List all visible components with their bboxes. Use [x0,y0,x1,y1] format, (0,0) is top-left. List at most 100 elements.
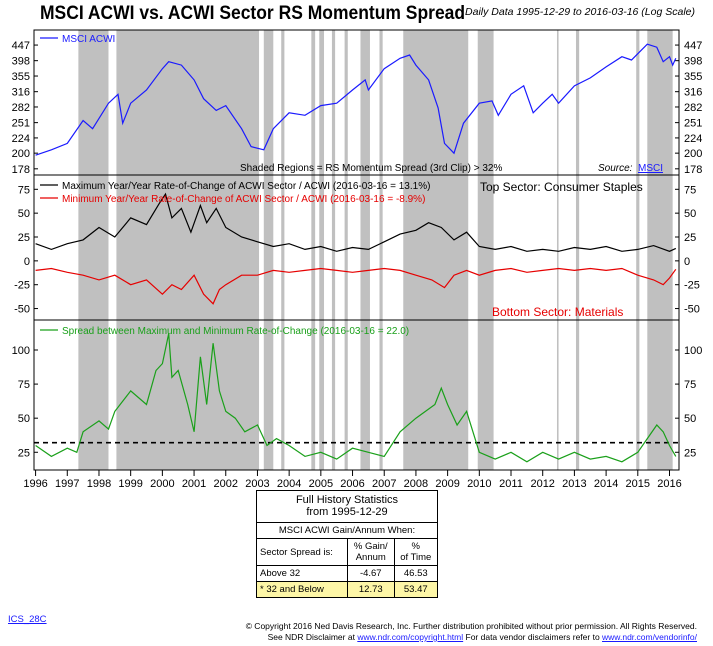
y-tick-label: 224 [684,133,702,145]
y-tick-label: 100 [12,345,30,357]
y-tick-label: 447 [12,40,30,52]
copyright-link[interactable]: www.ndr.com/copyright.html [357,632,464,642]
shaded-region [344,30,348,470]
copyright-text: © Copyright 2016 Ned Davis Research, Inc… [245,621,697,631]
y-tick-label: 251 [12,118,30,130]
stats-row-highlight: * 32 and Below 12.73 53.47 [257,581,437,597]
y-tick-label: 282 [12,102,30,114]
x-tick-label: 2009 [435,478,459,490]
y-tick-label: 75 [684,379,696,391]
y-tick-label: 355 [12,71,30,83]
y-tick-label: 75 [18,184,30,196]
x-tick-label: 2016 [657,478,681,490]
bottom-sector-label: Bottom Sector: Materials [492,305,623,319]
y-tick-label: 398 [684,56,702,68]
x-tick-label: 2007 [372,478,396,490]
y-tick-label: 75 [18,379,30,391]
shaded-region [263,30,274,470]
shaded-region [281,30,285,470]
shaded-region [575,30,580,470]
source-link: MSCI [638,163,663,174]
y-tick-label: 50 [18,208,30,220]
y-tick-label: 25 [18,447,30,459]
stats-heading: Full History Statistics [295,494,399,506]
stats-grid: Sector Spread is: % Gain/Annum % of Time … [257,539,437,597]
shaded-region [116,30,260,470]
stats-row-time: 46.53 [393,565,437,582]
y-tick-label: 355 [684,71,702,83]
stats-col-spread: Sector Spread is: [257,539,349,566]
y-tick-label: 0 [684,256,690,268]
y-tick-label: 75 [684,184,696,196]
stats-row-gain: -4.67 [347,565,395,582]
x-tick-label: 2011 [499,478,523,490]
y-tick-label: 0 [24,256,30,268]
disclaimer-text: See NDR Disclaimer at www.ndr.com/copyri… [267,632,697,642]
panel-frame [33,319,680,471]
source-label: Source: [598,163,633,174]
x-tick-label: 2002 [214,478,238,490]
y-tick-label: 282 [684,102,702,114]
y-tick-label: -25 [684,280,700,292]
y-tick-label: 50 [684,413,696,425]
x-tick-label: 2010 [467,478,491,490]
y-tick-label: 25 [18,232,30,244]
shaded-region [319,30,325,470]
x-tick-label: 2004 [277,478,301,490]
y-tick-label: 25 [684,232,696,244]
y-tick-label: 224 [12,133,30,145]
shaded-region [311,30,316,470]
x-tick-label: 2015 [626,478,650,490]
stats-subheading: from 1995-12-29 [257,506,437,523]
stats-row-time: 53.47 [393,581,437,597]
y-tick-label: -50 [684,304,700,316]
x-tick-label: 1996 [23,478,47,490]
chart-code-link[interactable]: ICS_28C [8,614,47,625]
stats-row-gain: 12.73 [347,581,395,597]
y-tick-label: 316 [12,87,30,99]
series-line [35,192,677,252]
top-sector-label: Top Sector: Consumer Staples [480,180,643,194]
y-tick-label: 178 [684,164,702,176]
y-tick-label: 251 [684,118,702,130]
stats-col-gain: % Gain/Annum [347,539,395,566]
y-tick-label: -25 [14,280,30,292]
shaded-region [403,30,469,470]
vendorinfo-link[interactable]: www.ndr.com/vendorinfo/ [602,632,697,642]
legend-label: Spread between Maximum and Minimum Rate-… [62,326,409,337]
stats-header-row: Sector Spread is: % Gain/Annum % of Time [257,539,437,566]
chart-subtitle: Daily Data 1995-12-29 to 2016-03-16 (Log… [465,6,695,18]
x-tick-label: 2012 [530,478,554,490]
x-tick-label: 2001 [182,478,206,490]
y-tick-label: 25 [684,447,696,459]
shaded-region [647,30,673,470]
y-tick-label: -50 [14,304,30,316]
stats-col-time: % of Time [393,539,437,566]
stats-row-label: Above 32 [257,565,349,582]
stats-row-label: * 32 and Below [257,581,349,597]
stats-row: Above 32 -4.67 46.53 [257,565,437,582]
y-tick-label: 50 [18,413,30,425]
stats-table: Full History Statistics from 1995-12-29 … [256,490,438,598]
y-tick-label: 398 [12,56,30,68]
x-tick-label: 2003 [245,478,269,490]
shaded-region [556,30,559,470]
y-tick-label: 178 [12,164,30,176]
x-tick-label: 2014 [594,478,618,490]
x-tick-label: 2008 [404,478,428,490]
x-tick-label: 1998 [87,478,111,490]
x-tick-label: 1997 [55,478,79,490]
x-tick-label: 1999 [118,478,142,490]
legend-label: MSCI ACWI [62,34,115,45]
x-tick-label: 2000 [150,478,174,490]
y-tick-label: 316 [684,87,702,99]
shaded-region [379,30,383,470]
y-tick-label: 50 [684,208,696,220]
chart-title: MSCI ACWI vs. ACWI Sector RS Momentum Sp… [40,3,466,24]
y-tick-label: 447 [684,40,702,52]
shaded-region [78,30,109,470]
shaded-region [360,30,370,470]
x-tick-label: 2013 [562,478,586,490]
y-tick-label: 100 [684,345,702,357]
